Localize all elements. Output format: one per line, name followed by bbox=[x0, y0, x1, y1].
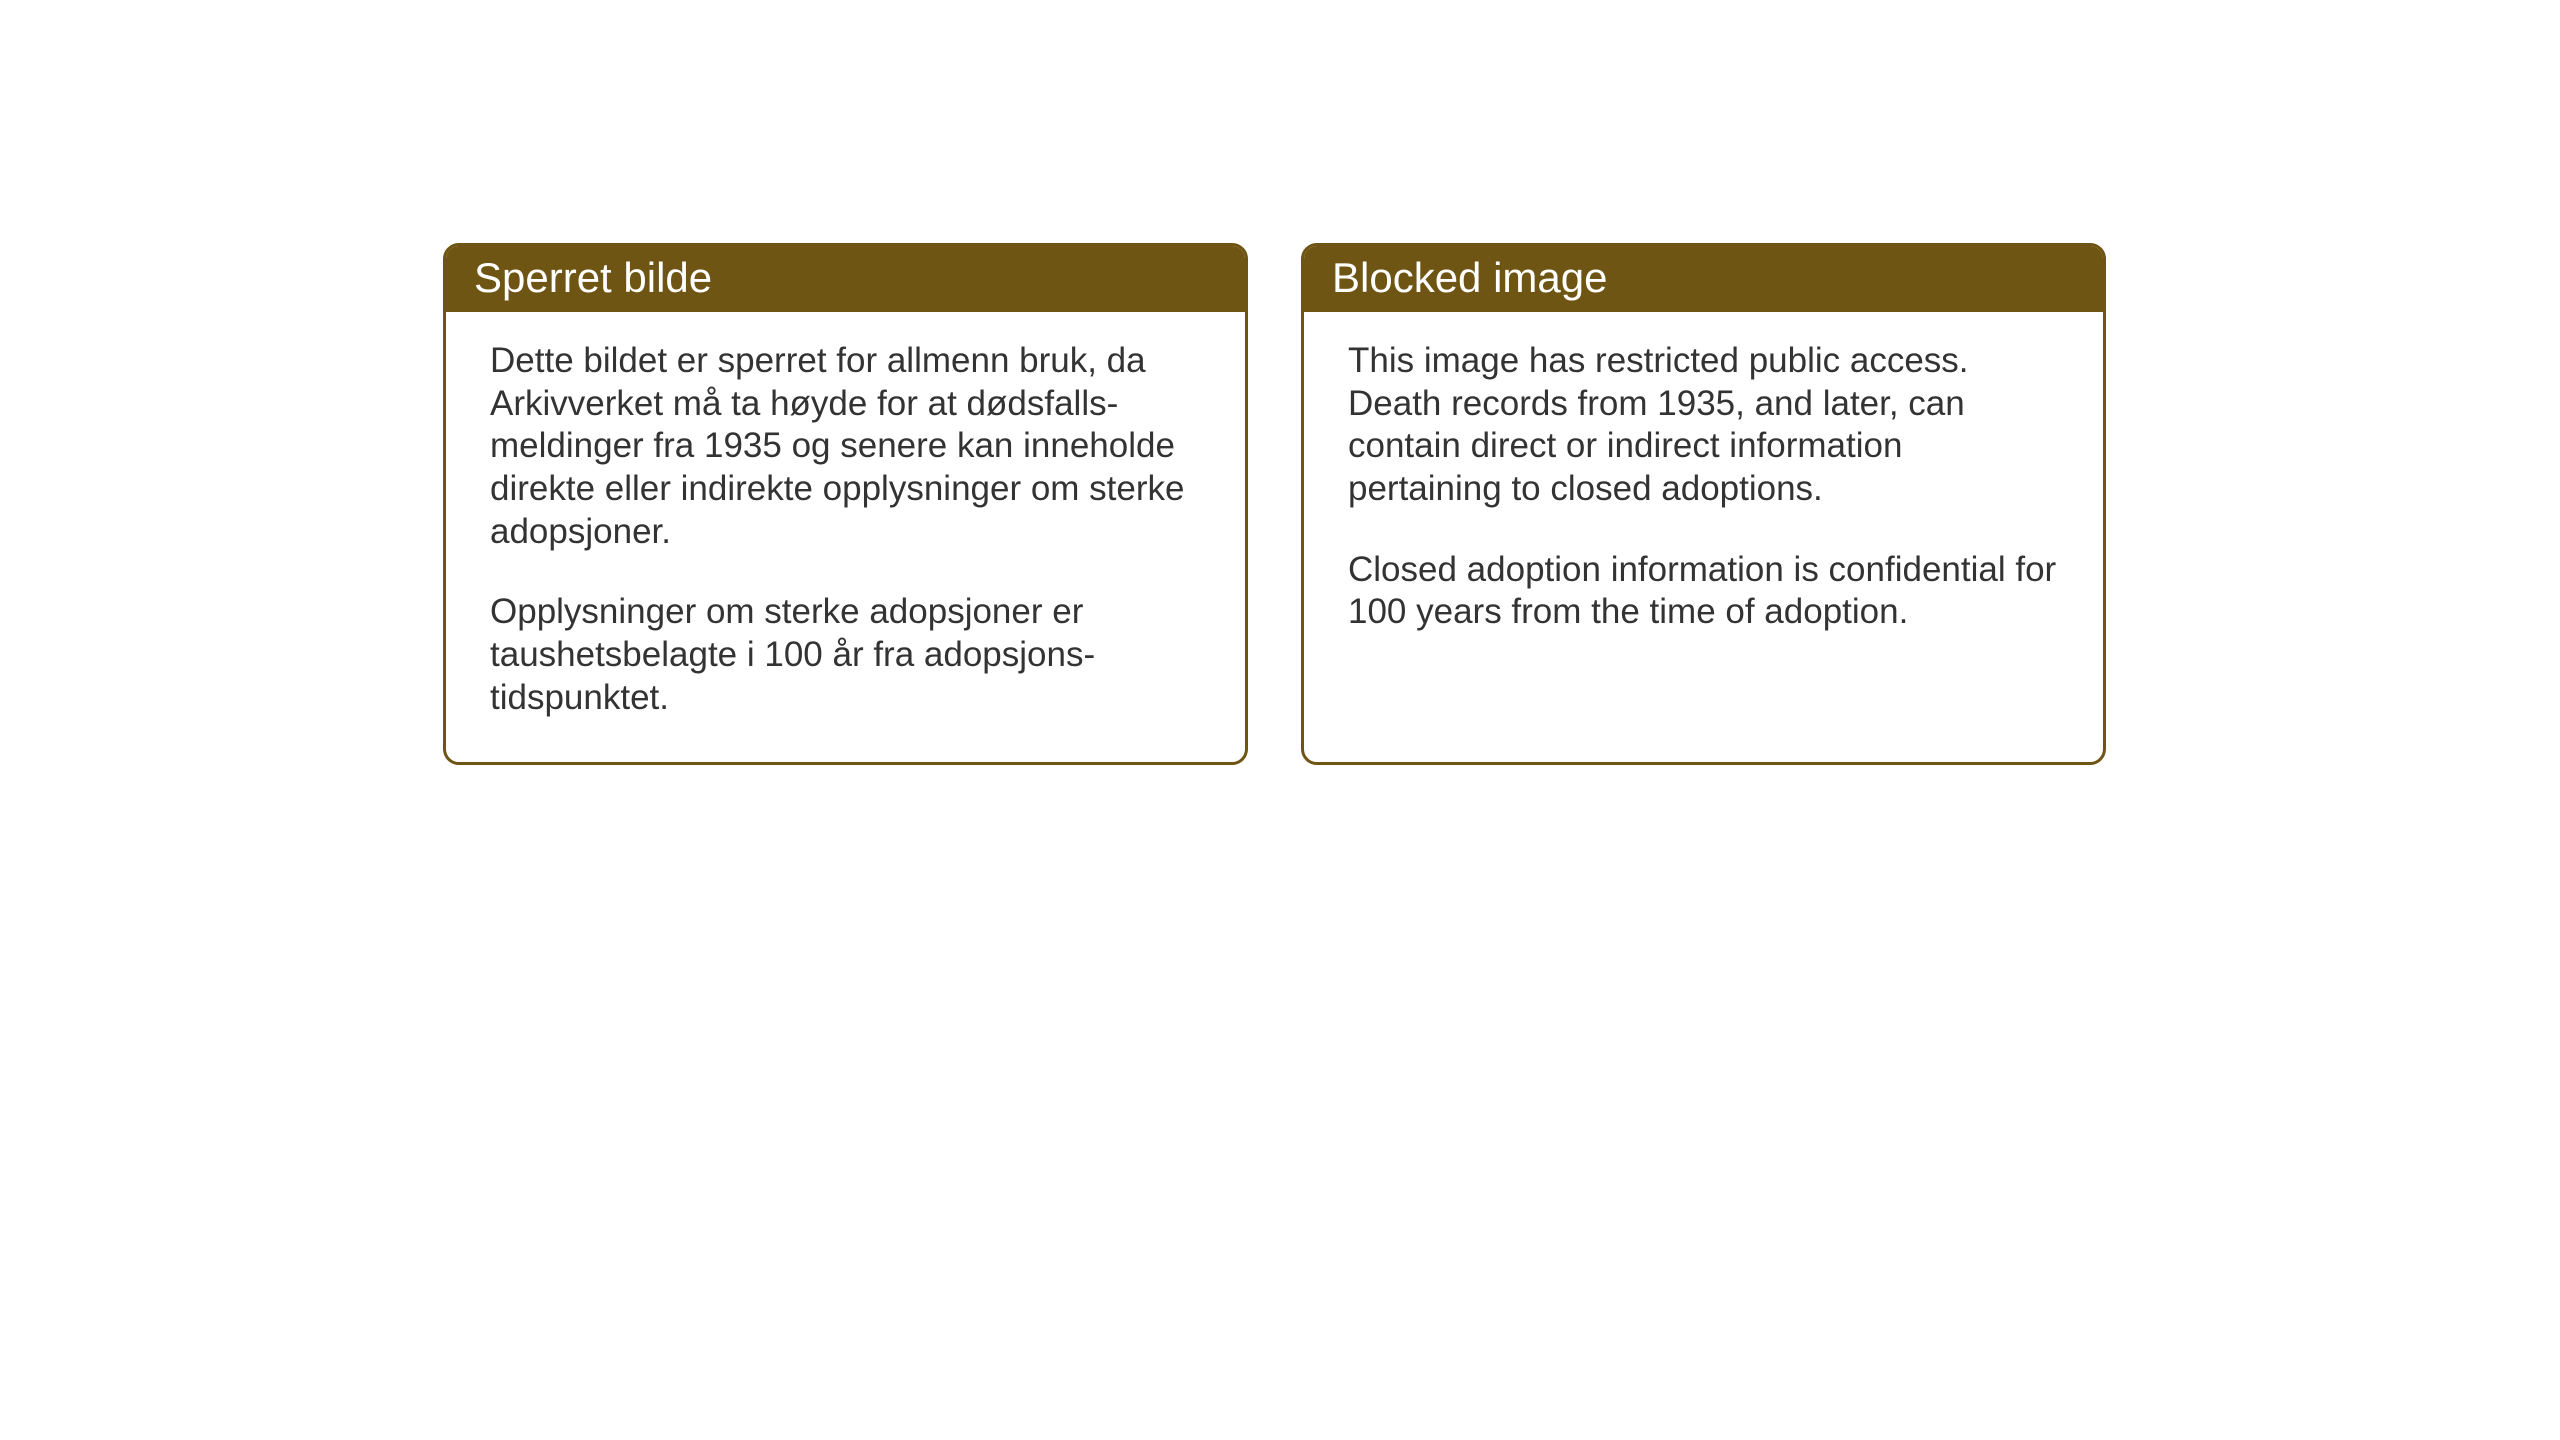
card-body-english: This image has restricted public access.… bbox=[1304, 312, 2103, 676]
card-header-norwegian: Sperret bilde bbox=[446, 246, 1245, 312]
notice-card-english: Blocked image This image has restricted … bbox=[1301, 243, 2106, 765]
card-paragraph-1-english: This image has restricted public access.… bbox=[1348, 340, 2059, 511]
card-title-norwegian: Sperret bilde bbox=[474, 254, 712, 301]
card-paragraph-2-norwegian: Opplysninger om sterke adopsjoner er tau… bbox=[490, 591, 1201, 719]
card-title-english: Blocked image bbox=[1332, 254, 1607, 301]
card-body-norwegian: Dette bildet er sperret for allmenn bruk… bbox=[446, 312, 1245, 762]
card-header-english: Blocked image bbox=[1304, 246, 2103, 312]
notice-container: Sperret bilde Dette bildet er sperret fo… bbox=[443, 243, 2106, 765]
card-paragraph-2-english: Closed adoption information is confident… bbox=[1348, 549, 2059, 634]
card-paragraph-1-norwegian: Dette bildet er sperret for allmenn bruk… bbox=[490, 340, 1201, 553]
notice-card-norwegian: Sperret bilde Dette bildet er sperret fo… bbox=[443, 243, 1248, 765]
